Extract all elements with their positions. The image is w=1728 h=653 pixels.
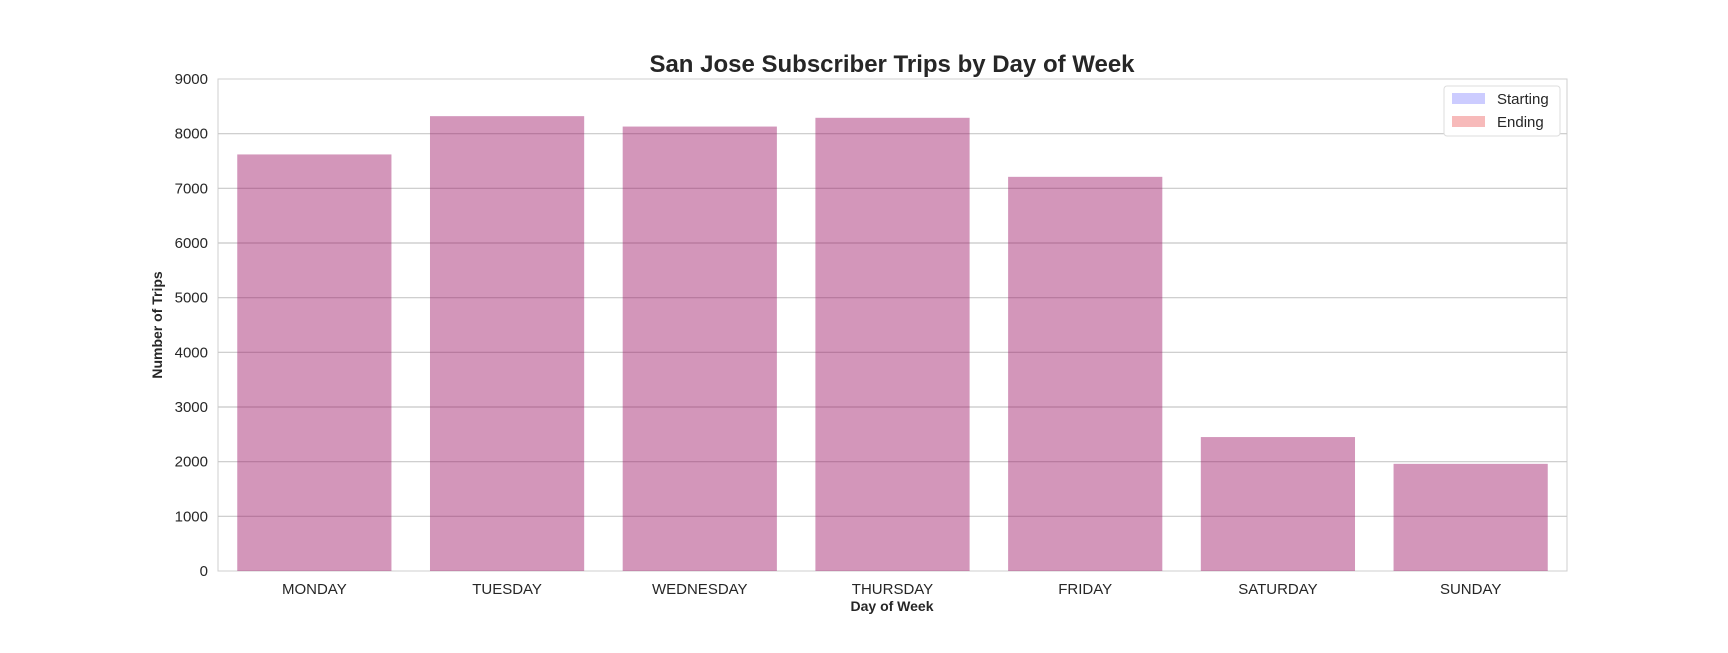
plot-area: [217, 78, 1568, 572]
bar-ending-tuesday: [429, 116, 585, 571]
x-tick-label: FRIDAY: [1058, 581, 1112, 598]
x-axis-label: Day of Week: [851, 598, 934, 614]
legend-swatch-ending: [1452, 116, 1485, 127]
legend-swatch-starting: [1452, 93, 1485, 104]
legend: Starting Ending: [1443, 85, 1561, 137]
y-tick-label: 3000: [175, 399, 208, 416]
y-tick-label: 8000: [175, 126, 208, 143]
y-tick-labels: 0 1000 2000 3000 4000 5000 6000 7000 8000 9000: [175, 71, 208, 580]
bar-ending-sunday: [1393, 463, 1548, 571]
grid-lines: [218, 133, 1567, 517]
chart-title: San Jose Subscriber Trips by Day of Week: [649, 51, 1135, 78]
x-tick-label: SATURDAY: [1238, 581, 1317, 598]
bars: [237, 116, 1548, 572]
bar-ending-monday: [237, 154, 392, 571]
y-tick-label: 1000: [175, 508, 208, 525]
legend-label-ending: Ending: [1497, 114, 1544, 131]
x-tick-label: TUESDAY: [472, 581, 542, 598]
bar-ending-friday: [1008, 176, 1163, 571]
legend-label-starting: Starting: [1497, 91, 1549, 108]
bar-ending-saturday: [1200, 437, 1356, 571]
y-tick-label: 7000: [175, 180, 208, 197]
bar-starting-tuesday: [429, 116, 585, 571]
y-tick-label: 4000: [175, 344, 208, 361]
y-axis-label: Number of Trips: [149, 271, 165, 379]
bar-starting-wednesday: [622, 126, 777, 571]
bar-starting-saturday: [1200, 437, 1356, 571]
x-tick-labels: MONDAY TUESDAY WEDNESDAY THURSDAY FRIDAY SATU…: [282, 581, 1501, 598]
x-tick-label: SUNDAY: [1440, 581, 1501, 598]
legend-box: [1443, 85, 1561, 137]
y-tick-label: 0: [200, 563, 208, 580]
y-tick-label: 9000: [175, 71, 208, 88]
bar-ending-wednesday: [622, 126, 777, 571]
bar-ending-thursday: [815, 117, 970, 572]
y-tick-label: 5000: [175, 290, 208, 307]
bar-starting-monday: [237, 154, 392, 571]
bar-starting-sunday: [1393, 463, 1548, 571]
y-tick-label: 6000: [175, 235, 208, 252]
y-tick-label: 2000: [175, 454, 208, 471]
x-tick-label: MONDAY: [282, 581, 347, 598]
x-tick-label: WEDNESDAY: [652, 581, 748, 598]
x-tick-label: THURSDAY: [852, 581, 933, 598]
bar-starting-friday: [1008, 176, 1163, 571]
bar-starting-thursday: [815, 117, 970, 572]
